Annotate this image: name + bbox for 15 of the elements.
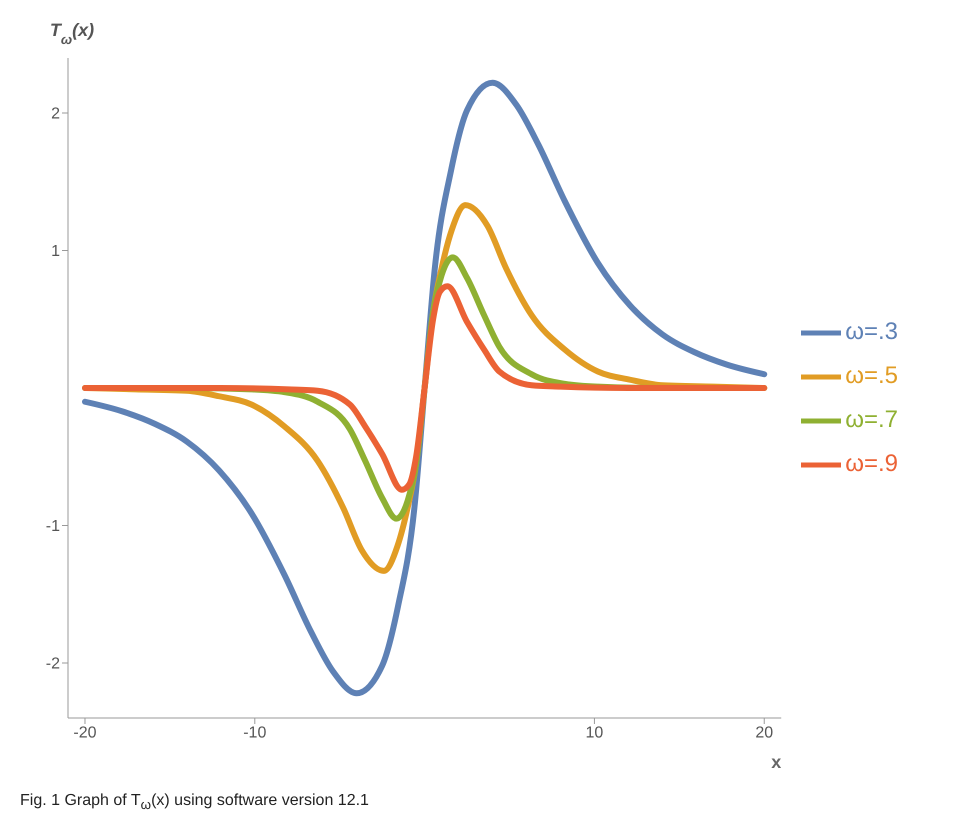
y-axis-title: T$_{ω}$(x) — [50, 20, 94, 46]
x-tick-label: -10 — [243, 724, 266, 742]
y-tick-label: -1 — [46, 518, 60, 536]
y-tick-label: 1 — [51, 243, 60, 260]
caption: Fig. 1 Graph of T$_{ω}$(x) using software version 12.1 — [19, 791, 370, 814]
x-tick-label: -20 — [73, 724, 97, 742]
legend-label: ω=.7 — [845, 406, 898, 433]
y-tick-label: 2 — [51, 106, 60, 123]
x-axis-title: x — [771, 752, 782, 772]
legend-label: ω=.5 — [845, 362, 898, 389]
y-tick-label: -2 — [46, 656, 60, 673]
x-tick-label: 20 — [755, 724, 774, 742]
x-tick-label: 10 — [586, 724, 604, 742]
legend-label: ω=.9 — [845, 450, 898, 477]
legend-label: ω=.3 — [845, 318, 898, 345]
